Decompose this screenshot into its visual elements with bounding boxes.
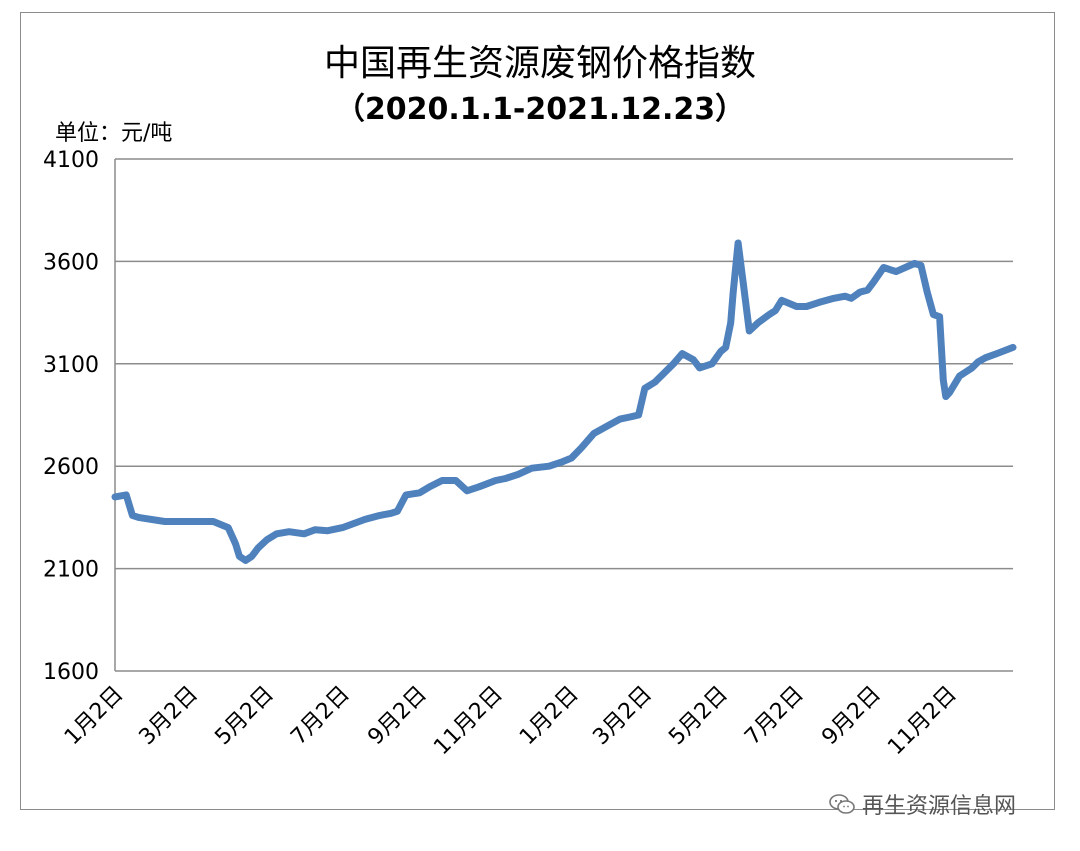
- watermark-text: 再生资源信息网: [862, 794, 1017, 819]
- x-tick-label: 11月2日: [429, 682, 507, 760]
- x-tick-label: 7月2日: [740, 682, 809, 751]
- chart-subtitle: （2020.1.1-2021.12.23）: [334, 92, 746, 127]
- x-tick-label: 5月2日: [210, 682, 279, 751]
- y-tick-label: 2600: [43, 455, 99, 480]
- x-tick-label: 9月2日: [817, 682, 886, 751]
- y-tick-label: 2100: [43, 558, 99, 583]
- chart-frame: [20, 12, 1055, 810]
- y-tick-label: 3100: [43, 353, 99, 378]
- chart-title: 中国再生资源废钢价格指数: [323, 43, 756, 84]
- x-tick-label: 1月2日: [515, 682, 584, 751]
- y-tick-label: 3600: [43, 250, 99, 275]
- x-tick-label: 1月2日: [60, 682, 129, 751]
- x-tick-label: 9月2日: [363, 682, 432, 751]
- unit-label: 单位：元/吨: [55, 121, 173, 146]
- x-tick-label: 3月2日: [135, 682, 204, 751]
- x-tick-label: 7月2日: [286, 682, 355, 751]
- x-tick-label: 3月2日: [588, 682, 657, 751]
- x-tick-label: 11月2日: [883, 682, 961, 760]
- y-tick-label: 1600: [43, 660, 99, 685]
- y-tick-label: 4100: [43, 148, 99, 173]
- series-line: [111, 239, 1017, 564]
- wechat-icon: [829, 794, 855, 814]
- x-tick-label: 5月2日: [664, 682, 733, 751]
- watermark: 再生资源信息网: [828, 788, 1016, 820]
